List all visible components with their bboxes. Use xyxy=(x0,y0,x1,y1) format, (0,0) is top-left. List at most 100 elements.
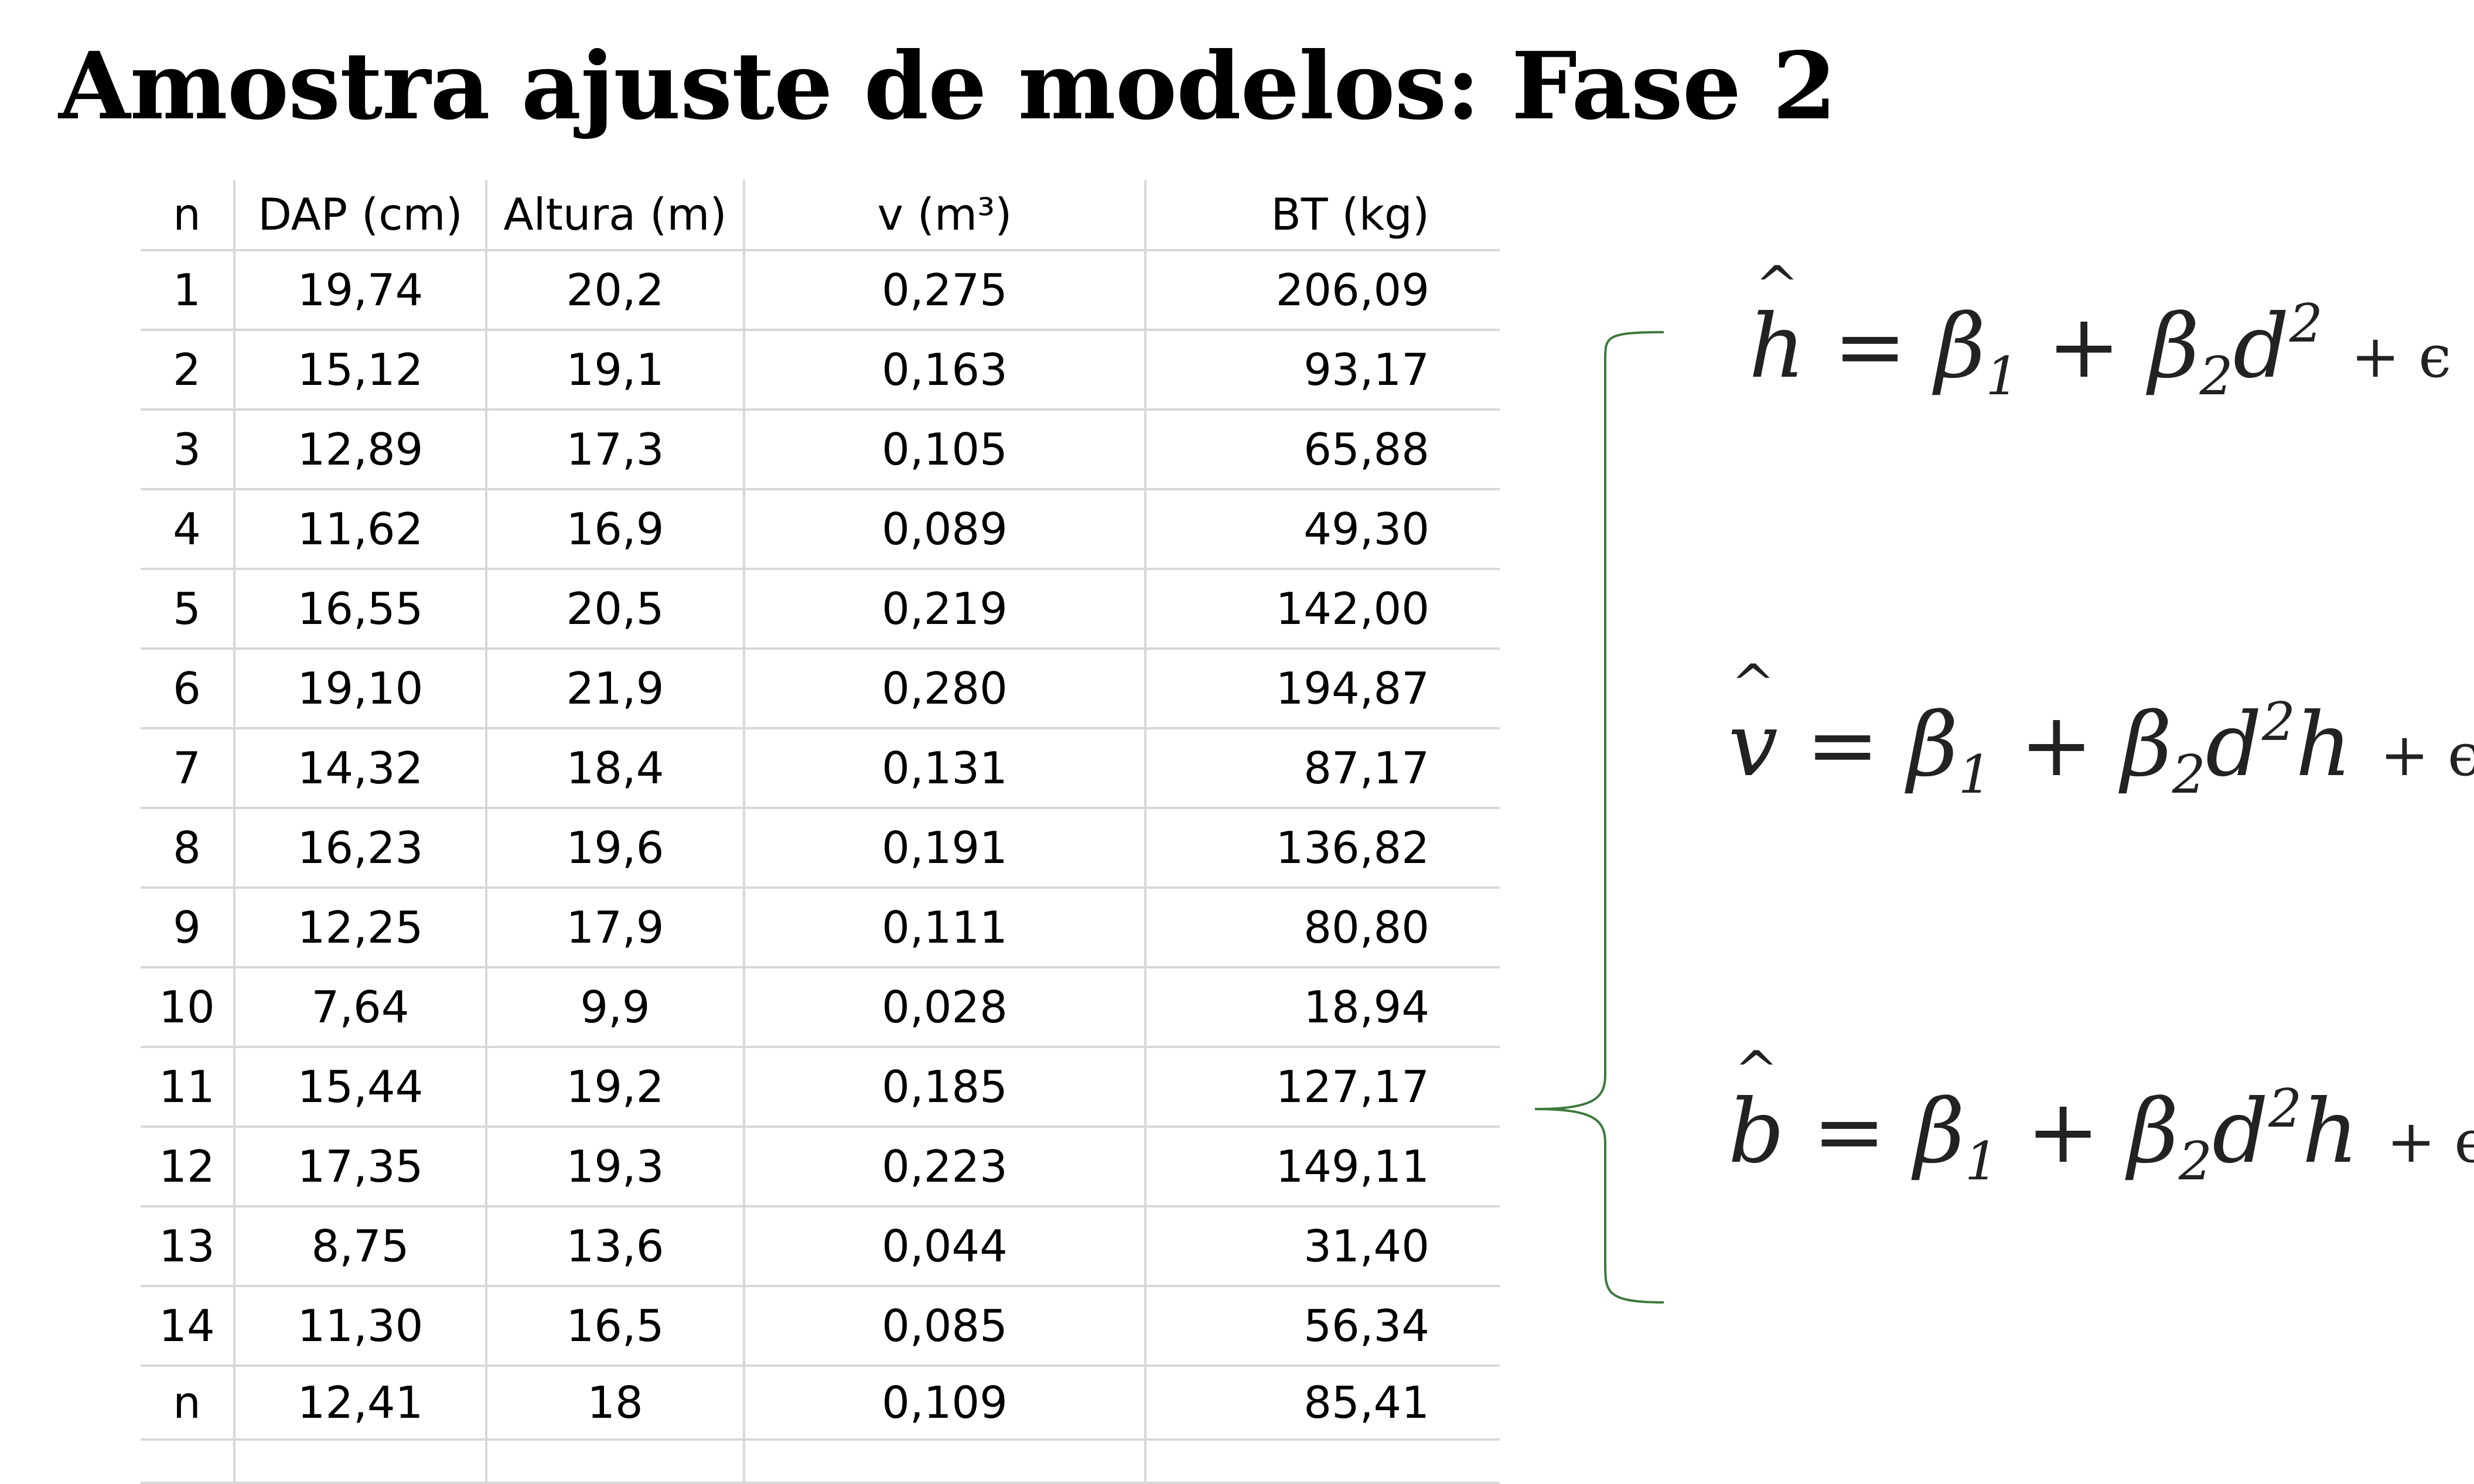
header-n: n xyxy=(141,180,236,251)
cell-dap: 11,30 xyxy=(233,1286,487,1367)
plus-sign: + xyxy=(2019,694,2094,796)
exponent: 2 xyxy=(2289,293,2323,354)
cell-bt: 93,17 xyxy=(1144,330,1500,411)
cell-n: 5 xyxy=(141,569,236,650)
subscript: 2 xyxy=(2178,1131,2213,1192)
empty-cell xyxy=(141,1439,236,1484)
cell-bt: 18,94 xyxy=(1144,967,1500,1048)
cell-dap: 19,74 xyxy=(233,250,487,331)
cell-altura: 19,2 xyxy=(485,1047,745,1128)
table-row: 12 17,35 19,3 0,223 149,11 xyxy=(141,1127,1500,1207)
header-altura: Altura (m) xyxy=(485,180,745,251)
cell-altura: 18,4 xyxy=(485,728,745,809)
plus-sign: + xyxy=(2047,296,2121,398)
cell-bt: 127,17 xyxy=(1144,1047,1500,1128)
cell-altura: 18 xyxy=(485,1366,745,1441)
cell-altura: 9,9 xyxy=(485,967,745,1048)
cell-altura: 16,9 xyxy=(485,489,745,570)
cell-bt: 87,17 xyxy=(1144,728,1500,809)
table-row: 7 14,32 18,4 0,131 87,17 xyxy=(141,728,1500,809)
equation-lhs: b xyxy=(1728,1040,1784,1183)
subscript: 1 xyxy=(1985,346,2019,407)
cell-volume: 0,223 xyxy=(743,1127,1146,1207)
cell-n: 3 xyxy=(141,410,236,490)
data-table: n DAP (cm) Altura (m) v (m³) BT (kg) 1 19… xyxy=(141,180,1500,1484)
cell-volume: 0,111 xyxy=(743,888,1146,968)
cell-n: 8 xyxy=(141,808,236,889)
cell-volume: 0,109 xyxy=(743,1366,1146,1441)
cell-n: 11 xyxy=(141,1047,236,1128)
cell-bt: 31,40 xyxy=(1144,1206,1500,1287)
cell-altura: 20,2 xyxy=(485,250,745,331)
table-row-empty xyxy=(141,1439,1500,1484)
cell-volume: 0,275 xyxy=(743,250,1146,331)
cell-n: 12 xyxy=(141,1127,236,1207)
table-row: 1 19,74 20,2 0,275 206,09 xyxy=(141,250,1500,331)
cell-n: 1 xyxy=(141,250,236,331)
cell-n: 14 xyxy=(141,1286,236,1367)
table-row: n 12,41 18 0,109 85,41 xyxy=(141,1366,1500,1441)
cell-dap: 12,25 xyxy=(233,888,487,968)
cell-dap: 12,89 xyxy=(233,410,487,490)
variable-h: h xyxy=(2302,1081,2359,1183)
cell-volume: 0,185 xyxy=(743,1047,1146,1128)
cell-volume: 0,163 xyxy=(743,330,1146,411)
beta-symbol: β xyxy=(1914,1081,1965,1183)
cell-altura: 16,5 xyxy=(485,1286,745,1367)
cell-volume: 0,219 xyxy=(743,569,1146,650)
equals-sign: = xyxy=(1806,694,1880,796)
equation-lhs: v xyxy=(1728,653,1778,796)
cell-bt: 206,09 xyxy=(1144,250,1500,331)
subscript: 1 xyxy=(1958,744,1992,806)
exponent: 2 xyxy=(2268,1078,2302,1140)
header-dap: DAP (cm) xyxy=(233,180,487,251)
cell-n: 7 xyxy=(141,728,236,809)
cell-n: 2 xyxy=(141,330,236,411)
brace-path xyxy=(1534,331,1664,1304)
beta-symbol: β xyxy=(2128,1081,2179,1183)
cell-volume: 0,280 xyxy=(743,649,1146,729)
cell-altura: 17,9 xyxy=(485,888,745,968)
beta-symbol: β xyxy=(1934,296,1986,398)
variable-d: d xyxy=(2205,694,2262,796)
cell-volume: 0,105 xyxy=(743,410,1146,490)
table-row: 11 15,44 19,2 0,185 127,17 xyxy=(141,1047,1500,1128)
subscript: 2 xyxy=(2199,346,2233,407)
equation-height: h = β1 + β2d2 + ϵ xyxy=(1749,255,2452,407)
cell-bt: 85,41 xyxy=(1144,1366,1500,1441)
cell-volume: 0,085 xyxy=(743,1286,1146,1367)
cell-n: 9 xyxy=(141,888,236,968)
header-volume: v (m³) xyxy=(743,180,1146,251)
exponent: 2 xyxy=(2261,691,2296,753)
equals-sign: = xyxy=(1812,1081,1886,1183)
cell-dap: 16,55 xyxy=(233,569,487,650)
cell-n: 4 xyxy=(141,489,236,570)
equation-lhs: h xyxy=(1749,255,1806,398)
cell-dap: 15,44 xyxy=(233,1047,487,1128)
cell-n: n xyxy=(141,1366,236,1441)
subscript: 2 xyxy=(2172,744,2206,806)
table-row: 5 16,55 20,5 0,219 142,00 xyxy=(141,569,1500,650)
cell-dap: 11,62 xyxy=(233,489,487,570)
equation-biomass: b = β1 + β2d2h + ϵ xyxy=(1728,1040,2474,1192)
cell-altura: 19,3 xyxy=(485,1127,745,1207)
cell-altura: 17,3 xyxy=(485,410,745,490)
error-term: + ϵ xyxy=(2350,322,2452,391)
subscript: 1 xyxy=(1964,1131,1999,1192)
variable-d: d xyxy=(2233,296,2289,398)
cell-bt: 65,88 xyxy=(1144,410,1500,490)
cell-altura: 20,5 xyxy=(485,569,745,650)
cell-dap: 14,32 xyxy=(233,728,487,809)
cell-volume: 0,089 xyxy=(743,489,1146,570)
table-row: 4 11,62 16,9 0,089 49,30 xyxy=(141,489,1500,570)
page-title: Amostra ajuste de modelos: Fase 2 xyxy=(59,32,1837,141)
cell-dap: 17,35 xyxy=(233,1127,487,1207)
error-term: + ϵ xyxy=(2386,1107,2474,1176)
beta-symbol: β xyxy=(1907,694,1958,796)
error-term: + ϵ xyxy=(2380,721,2474,789)
empty-cell xyxy=(743,1439,1146,1484)
table-row: 9 12,25 17,9 0,111 80,80 xyxy=(141,888,1500,968)
cell-n: 6 xyxy=(141,649,236,729)
cell-dap: 8,75 xyxy=(233,1206,487,1287)
empty-cell xyxy=(1144,1439,1500,1484)
